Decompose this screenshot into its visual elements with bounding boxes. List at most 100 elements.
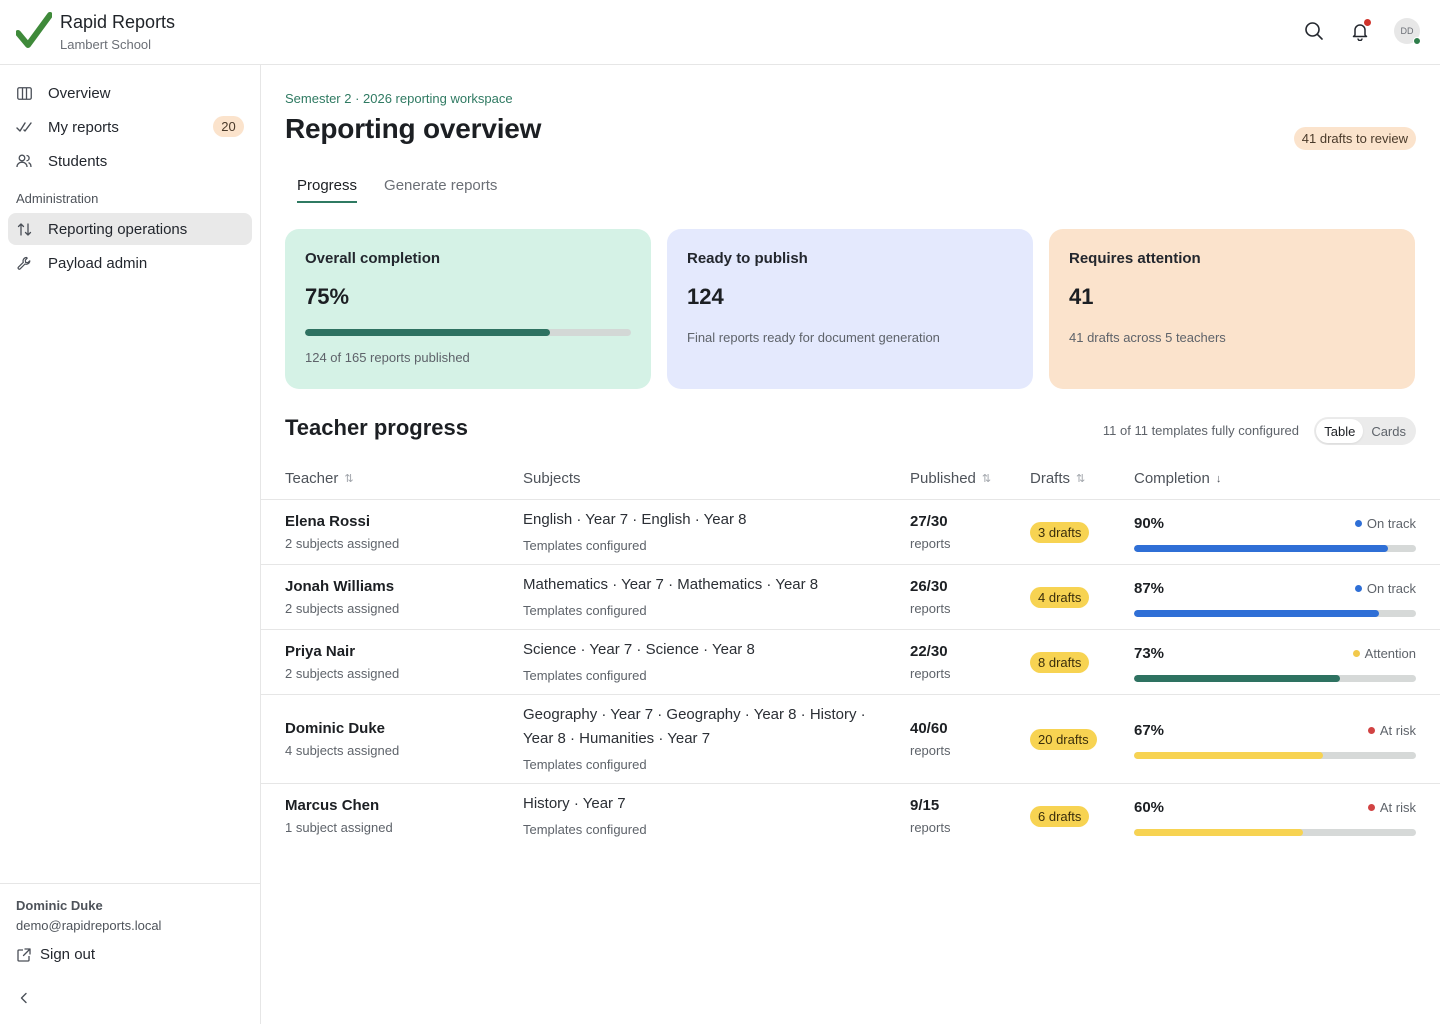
sidebar-item-overview[interactable]: Overview [8, 77, 252, 109]
completion-bar-fill [1134, 829, 1304, 836]
subjects-list: History · Year 7 [523, 795, 626, 812]
sidebar-item-students[interactable]: Students [8, 145, 252, 177]
status-label: Attention [1364, 646, 1416, 661]
checkmark-logo-icon [16, 12, 52, 48]
table-row[interactable]: Priya Nair 2 subjects assigned Science ·… [261, 630, 1440, 695]
templates-status: Templates configured [523, 603, 647, 618]
column-label: Teacher [285, 470, 339, 487]
drafts-badge[interactable]: 8 drafts [1030, 652, 1090, 673]
completion-bar [1134, 829, 1416, 836]
sort-desc-icon: ↓ [1215, 472, 1222, 485]
sidebar-item-label: Overview [48, 84, 111, 102]
subjects-list: Science · Year 7 · Science · Year 8 [523, 641, 755, 658]
teacher-name: Priya Nair [285, 643, 356, 660]
completion-percent: 60% [1134, 799, 1165, 816]
published-unit: reports [910, 743, 951, 758]
view-toggle: Table Cards [1314, 417, 1416, 445]
tab-progress[interactable]: Progress [297, 177, 358, 203]
avatar-initials: DD [1400, 26, 1414, 36]
user-avatar[interactable]: DD [1394, 18, 1421, 45]
drafts-review-badge[interactable]: 41 drafts to review [1293, 127, 1416, 150]
status-indicator: Attention [1352, 646, 1416, 661]
sidebar-item-payload-admin[interactable]: Payload admin [8, 247, 252, 279]
wrench-icon [16, 255, 32, 271]
column-label: Completion [1134, 470, 1210, 487]
search-icon [1305, 22, 1323, 40]
column-label: Published [910, 470, 976, 487]
published-count: 40/60 [910, 720, 948, 737]
sort-icon: ⇅ [1076, 473, 1086, 485]
published-count: 22/30 [910, 643, 948, 660]
view-table-option[interactable]: Table [1316, 419, 1364, 443]
card-subtext: 124 of 165 reports published [305, 350, 470, 365]
notifications-button[interactable] [1348, 19, 1372, 43]
sort-icon: ⇅ [981, 473, 992, 485]
subjects-list: English · Year 7 · English · Year 8 [523, 511, 747, 528]
app-name: Rapid Reports [60, 12, 176, 32]
sidebar-item-my-reports[interactable]: My reports 20 [8, 111, 252, 143]
card-value: 41 [1069, 284, 1094, 309]
published-unit: reports [910, 820, 951, 835]
administration-heading: Administration [16, 191, 99, 206]
drafts-badge[interactable]: 4 drafts [1030, 587, 1090, 608]
collapse-sidebar-button[interactable] [16, 990, 32, 1006]
swap-icon [16, 221, 32, 237]
status-dot [1354, 520, 1362, 527]
drafts-badge[interactable]: 20 drafts [1030, 729, 1097, 750]
bell-icon [1352, 24, 1368, 41]
subjects-assigned: 2 subjects assigned [285, 666, 400, 681]
table-row[interactable]: Elena Rossi 2 subjects assigned English … [261, 500, 1440, 565]
table-header: Teacher ⇅ Subjects Published ⇅ Drafts ⇅ … [261, 462, 1440, 500]
status-indicator: At risk [1367, 800, 1416, 815]
teacher-name: Elena Rossi [285, 513, 371, 530]
column-header-completion[interactable]: Completion ↓ [1134, 470, 1221, 487]
requires-attention-card: Requires attention 41 41 drafts across 5… [1049, 229, 1415, 389]
view-cards-option[interactable]: Cards [1371, 423, 1406, 439]
tab-generate-reports[interactable]: Generate reports [384, 177, 498, 194]
top-bar: Rapid Reports Lambert School DD [0, 0, 1440, 65]
subjects-assigned: 4 subjects assigned [285, 743, 400, 758]
sidebar: Overview My reports 20 Students Administ… [0, 65, 261, 1024]
school-name: Lambert School [60, 37, 152, 52]
sidebar-item-reporting-operations[interactable]: Reporting operations [8, 213, 252, 245]
teacher-name: Jonah Williams [285, 578, 395, 595]
users-icon [16, 153, 32, 169]
brand[interactable]: Rapid Reports Lambert School [16, 12, 175, 53]
templates-config-note: 11 of 11 templates fully configured [1102, 423, 1299, 438]
published-count: 26/30 [910, 578, 948, 595]
status-label: At risk [1379, 800, 1416, 815]
column-header-published[interactable]: Published ⇅ [910, 470, 991, 487]
subjects-assigned: 1 subject assigned [285, 820, 393, 835]
card-value: 75% [305, 284, 350, 309]
status-indicator: At risk [1367, 723, 1416, 738]
column-header-drafts[interactable]: Drafts ⇅ [1030, 470, 1085, 487]
drafts-badge[interactable]: 3 drafts [1030, 522, 1090, 543]
subjects-assigned: 2 subjects assigned [285, 601, 400, 616]
drafts-badge[interactable]: 6 drafts [1030, 806, 1090, 827]
reports-count-badge: 20 [213, 116, 244, 137]
ready-to-publish-card: Ready to publish 124 Final reports ready… [667, 229, 1033, 389]
table-row[interactable]: Marcus Chen 1 subject assigned History ·… [261, 784, 1440, 849]
summary-cards: Overall completion 75% 124 of 165 report… [285, 229, 1416, 389]
column-header-teacher[interactable]: Teacher ⇅ [285, 470, 354, 487]
completion-bar-fill [1134, 545, 1388, 552]
sidebar-item-label: Reporting operations [48, 220, 188, 238]
table-row[interactable]: Jonah Williams 2 subjects assigned Mathe… [261, 565, 1440, 630]
completion-percent: 90% [1134, 515, 1165, 532]
card-subtext: 41 drafts across 5 teachers [1069, 330, 1226, 345]
sidebar-item-label: My reports [48, 118, 119, 136]
sign-out-button[interactable]: Sign out [16, 946, 95, 963]
completion-bar-fill [1134, 752, 1323, 759]
templates-status: Templates configured [523, 822, 647, 837]
published-unit: reports [910, 666, 951, 681]
card-title: Requires attention [1069, 250, 1201, 267]
templates-status: Templates configured [523, 538, 647, 553]
status-label: On track [1366, 581, 1416, 596]
search-button[interactable] [1302, 19, 1326, 43]
completion-percent: 67% [1134, 722, 1165, 739]
completion-bar-fill [1134, 675, 1340, 682]
workspace-eyebrow: Semester 2 · 2026 reporting workspace [285, 91, 513, 106]
card-title: Ready to publish [687, 250, 808, 267]
sidebar-footer: Dominic Duke demo@rapidreports.local Sig… [0, 883, 260, 1024]
table-row[interactable]: Dominic Duke 4 subjects assigned Geograp… [261, 695, 1440, 784]
